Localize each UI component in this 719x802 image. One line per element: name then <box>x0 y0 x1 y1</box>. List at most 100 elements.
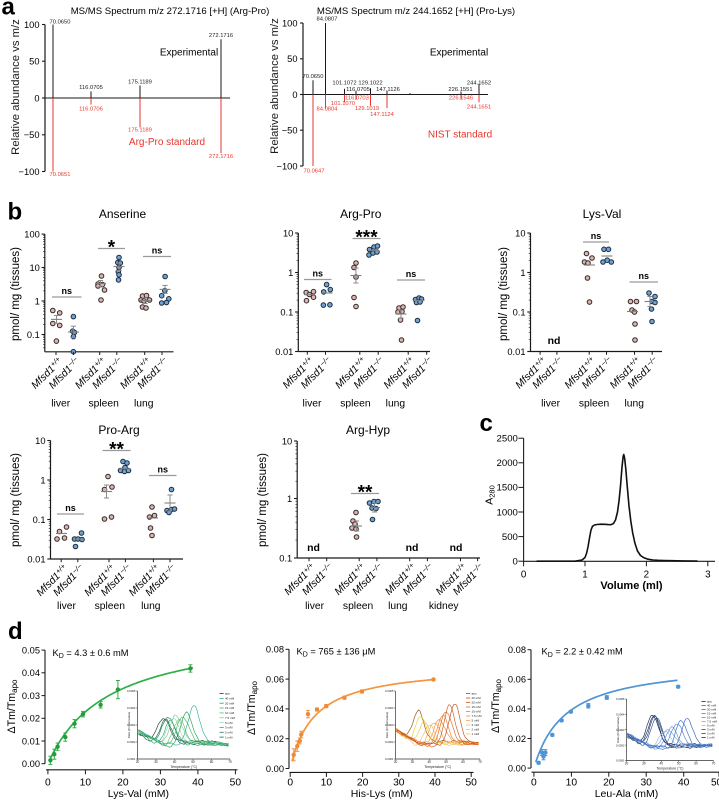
svg-text:0: 0 <box>292 90 297 100</box>
svg-text:70: 70 <box>712 762 716 766</box>
svg-text:20: 20 <box>625 762 629 766</box>
svg-text:*: * <box>108 238 116 259</box>
svg-text:20 mM: 20 mM <box>707 708 717 712</box>
svg-text:40 mM: 40 mM <box>472 696 482 700</box>
svg-text:apo: apo <box>225 692 230 696</box>
svg-text:Volume (ml): Volume (ml) <box>600 580 662 592</box>
svg-text:0.0001: 0.0001 <box>616 759 625 763</box>
svg-text:10: 10 <box>321 778 333 789</box>
svg-text:0.0004: 0.0004 <box>127 706 136 710</box>
svg-text:147.1124: 147.1124 <box>370 112 395 118</box>
svg-text:nd: nd <box>307 542 320 554</box>
svg-text:nd: nd <box>450 542 463 554</box>
svg-text:10: 10 <box>566 778 578 789</box>
svg-text:116.0705: 116.0705 <box>79 85 103 91</box>
svg-text:***: *** <box>355 228 378 249</box>
svg-text:226.1546: 226.1546 <box>449 96 473 102</box>
svg-text:272.1716: 272.1716 <box>209 154 233 160</box>
svg-text:40: 40 <box>173 760 177 764</box>
svg-text:ns: ns <box>65 503 76 513</box>
svg-text:Arg-Hyp: Arg-Hyp <box>346 423 390 437</box>
svg-text:lung: lung <box>624 398 644 409</box>
svg-text:0.02: 0.02 <box>22 714 40 724</box>
svg-text:0.1: 0.1 <box>33 515 46 525</box>
svg-text:Ratio (first derivative): Ratio (first derivative) <box>127 712 131 738</box>
svg-text:40 mM: 40 mM <box>225 697 235 701</box>
svg-text:Experimental: Experimental <box>160 48 218 59</box>
svg-text:0.08: 0.08 <box>508 645 526 655</box>
svg-text:25 mM: 25 mM <box>472 701 482 705</box>
svg-text:pmol/ mg (tissues): pmol/ mg (tissues) <box>10 453 22 547</box>
svg-text:0.03: 0.03 <box>22 691 40 701</box>
svg-text:c: c <box>480 410 493 437</box>
svg-text:60: 60 <box>210 760 214 764</box>
svg-text:ΔTm/Tmapo: ΔTm/Tmapo <box>6 679 19 734</box>
svg-text:10 mM: 10 mM <box>225 711 235 715</box>
svg-text:0: 0 <box>531 778 537 789</box>
svg-text:Leu-Ala (mM): Leu-Ala (mM) <box>595 788 659 800</box>
svg-text:0.0003: 0.0003 <box>616 728 625 732</box>
svg-text:0.0001: 0.0001 <box>385 757 394 761</box>
svg-text:100: 100 <box>24 20 40 30</box>
svg-text:40: 40 <box>660 762 664 766</box>
svg-text:0.0003: 0.0003 <box>385 723 394 727</box>
svg-text:40: 40 <box>678 778 690 789</box>
svg-text:3 mM: 3 mM <box>225 726 233 730</box>
svg-text:30: 30 <box>642 762 646 766</box>
svg-text:0.1: 0.1 <box>279 553 292 563</box>
svg-text:15 mM: 15 mM <box>472 705 482 709</box>
svg-text:0.05: 0.05 <box>22 645 40 655</box>
svg-text:147.1126: 147.1126 <box>376 87 400 93</box>
svg-text:apo: apo <box>472 692 477 696</box>
svg-text:spleen: spleen <box>340 398 371 409</box>
svg-text:spleen: spleen <box>89 398 120 409</box>
svg-text:3: 3 <box>705 569 711 580</box>
svg-text:ΔTm/Tmapo: ΔTm/Tmapo <box>246 680 259 735</box>
svg-text:lung: lung <box>388 601 408 612</box>
svg-text:84.0807: 84.0807 <box>317 17 338 23</box>
svg-text:10 mM: 10 mM <box>707 716 717 720</box>
svg-text:0: 0 <box>287 778 293 789</box>
svg-text:175.1189: 175.1189 <box>128 80 152 86</box>
svg-text:0.0003: 0.0003 <box>127 723 136 727</box>
svg-text:244.1651: 244.1651 <box>467 105 491 111</box>
svg-text:50: 50 <box>677 762 681 766</box>
svg-text:20: 20 <box>603 778 615 789</box>
svg-text:Relative abundance vs m/z: Relative abundance vs m/z <box>10 19 22 155</box>
svg-text:3 mM: 3 mM <box>472 723 480 727</box>
svg-text:apo: apo <box>707 700 712 704</box>
svg-text:lung: lung <box>386 398 406 409</box>
svg-text:101.1070: 101.1070 <box>331 101 355 107</box>
svg-text:5 mM: 5 mM <box>707 724 715 728</box>
svg-text:2 mM: 2 mM <box>225 731 233 735</box>
svg-text:kidney: kidney <box>429 601 460 612</box>
svg-text:Arg-Pro: Arg-Pro <box>340 207 382 221</box>
svg-text:spleen: spleen <box>579 398 610 409</box>
svg-text:1: 1 <box>582 569 587 580</box>
svg-text:7.5 mM: 7.5 mM <box>707 720 718 724</box>
svg-text:1 mM: 1 mM <box>225 735 233 739</box>
svg-text:KD = 2.2 ± 0.42 mM: KD = 2.2 ± 0.42 mM <box>542 647 623 659</box>
svg-text:0.1: 0.1 <box>513 307 526 317</box>
svg-text:0.08: 0.08 <box>266 645 284 655</box>
svg-text:175.1189: 175.1189 <box>128 128 152 134</box>
svg-text:MS/MS Spectrum m/z 244.1652 [+: MS/MS Spectrum m/z 244.1652 [+H] (Pro-Ly… <box>317 6 515 17</box>
svg-text:129.1022: 129.1022 <box>358 81 382 87</box>
svg-text:60: 60 <box>461 760 465 764</box>
svg-text:0.01: 0.01 <box>27 554 45 564</box>
svg-text:7.5 mM: 7.5 mM <box>472 714 483 718</box>
svg-text:1: 1 <box>287 494 292 504</box>
svg-text:**: ** <box>109 440 124 461</box>
svg-text:Temperature (°C): Temperature (°C) <box>170 765 197 769</box>
svg-text:d: d <box>8 618 23 645</box>
svg-text:Temperature (°C): Temperature (°C) <box>424 765 451 769</box>
svg-text:ns: ns <box>158 465 169 475</box>
svg-text:60: 60 <box>694 762 698 766</box>
svg-text:40: 40 <box>429 778 441 789</box>
svg-text:40: 40 <box>428 760 432 764</box>
svg-text:0.06: 0.06 <box>508 675 526 685</box>
svg-text:pmol/ mg (tissues): pmol/ mg (tissues) <box>257 453 269 547</box>
svg-text:101.1072: 101.1072 <box>332 81 356 87</box>
svg-text:Ratio (first derivative): Ratio (first derivative) <box>385 712 389 738</box>
svg-text:1: 1 <box>40 475 45 485</box>
